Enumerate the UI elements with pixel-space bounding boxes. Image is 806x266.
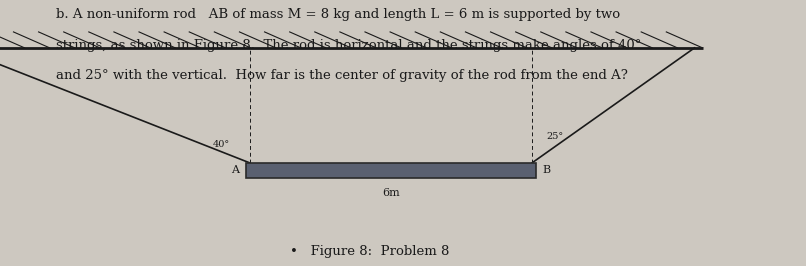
Text: b. A non-uniform rod   AB of mass M = 8 kg and length L = 6 m is supported by tw: b. A non-uniform rod AB of mass M = 8 kg… xyxy=(56,8,621,21)
Text: 6m: 6m xyxy=(382,188,400,198)
Text: 25°: 25° xyxy=(546,132,563,141)
Bar xyxy=(246,163,536,178)
Text: A: A xyxy=(231,165,239,175)
Text: and 25° with the vertical.  How far is the center of gravity of the rod from the: and 25° with the vertical. How far is th… xyxy=(56,69,629,82)
Text: •   Figure 8:  Problem 8: • Figure 8: Problem 8 xyxy=(290,245,450,258)
Text: 40°: 40° xyxy=(213,140,230,149)
Text: B: B xyxy=(542,165,550,175)
Text: strings, as shown in Figure 8.  The rod is horizontal and the strings make angle: strings, as shown in Figure 8. The rod i… xyxy=(56,39,642,52)
